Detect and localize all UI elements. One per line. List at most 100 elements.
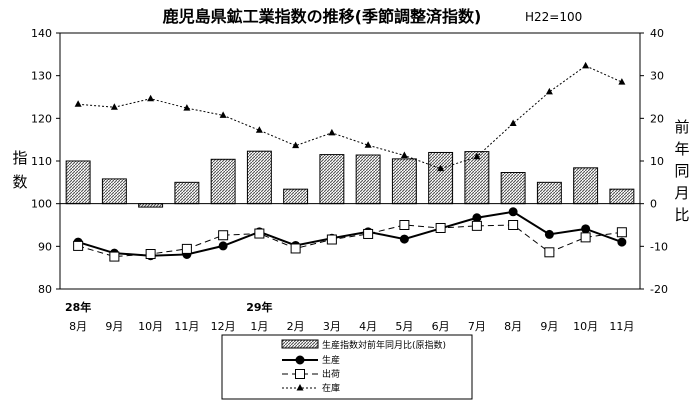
x-tick-label: 5月 bbox=[395, 320, 413, 333]
data-point bbox=[616, 227, 627, 238]
x-tick-label: 11月 bbox=[609, 320, 634, 333]
legend-label: 生産指数対前年同月比(原指数) bbox=[322, 339, 446, 351]
bar bbox=[101, 178, 127, 205]
data-point bbox=[328, 128, 336, 136]
data-point bbox=[473, 152, 481, 160]
data-point bbox=[296, 384, 304, 391]
bar bbox=[573, 167, 599, 205]
y-tick-label-right: 20 bbox=[650, 112, 664, 125]
y-axis-left-title-char-2: 数 bbox=[12, 173, 27, 191]
data-point bbox=[183, 104, 191, 111]
data-point bbox=[295, 369, 305, 379]
x-tick-label: 9月 bbox=[105, 320, 123, 333]
legend-swatch bbox=[281, 339, 319, 349]
y-tick-label-right: 40 bbox=[650, 27, 664, 40]
data-point bbox=[435, 222, 446, 233]
data-point bbox=[544, 247, 555, 258]
chart-subtitle: H22=100 bbox=[525, 10, 582, 24]
y-axis-right: -20 -10 0 10 20 30 40 bbox=[640, 27, 668, 296]
bar bbox=[500, 172, 526, 205]
bar bbox=[246, 150, 272, 205]
data-point bbox=[218, 241, 228, 251]
y-axis-left-title-char-1: 指 bbox=[12, 149, 27, 167]
bar bbox=[536, 181, 562, 205]
y-tick-label-right: 30 bbox=[650, 70, 664, 83]
y-tick-label-left: 120 bbox=[31, 112, 52, 125]
x-axis: 8月 9月 10月 11月 12月 1月 2月 3月 4月 5月 6月 7月 8月 9月 10月 11月 28年… bbox=[65, 300, 634, 333]
x-tick-label: 11月 bbox=[174, 320, 199, 333]
data-point bbox=[580, 232, 591, 243]
bar bbox=[355, 154, 381, 205]
data-point bbox=[508, 207, 518, 217]
y-axis-right-title-char: 月 bbox=[674, 184, 689, 202]
x-tick-label: 10月 bbox=[138, 320, 163, 333]
legend-label: 在庫 bbox=[322, 382, 340, 394]
y-tick-label-left: 90 bbox=[38, 240, 52, 253]
bar bbox=[138, 203, 164, 208]
data-point bbox=[582, 61, 590, 69]
y-tick-label-left: 80 bbox=[38, 283, 52, 296]
data-point bbox=[326, 234, 337, 245]
y-axis-right-title-char: 年 bbox=[674, 140, 689, 158]
y-axis-right-title-char: 前 bbox=[674, 118, 689, 136]
line-series bbox=[73, 61, 627, 262]
data-point bbox=[509, 119, 517, 126]
data-point bbox=[437, 164, 445, 172]
data-point bbox=[181, 243, 192, 254]
bar bbox=[391, 158, 417, 205]
y-tick-label-left: 100 bbox=[31, 198, 52, 211]
data-point bbox=[145, 249, 156, 260]
chart-title: 鹿児島県鉱工業指数の推移(季節調整済指数) bbox=[163, 7, 482, 26]
data-point bbox=[110, 103, 118, 110]
y-tick-label-left: 140 bbox=[31, 27, 52, 40]
data-point bbox=[400, 151, 408, 158]
data-point bbox=[255, 126, 263, 133]
data-point bbox=[399, 220, 410, 230]
x-tick-label: 2月 bbox=[287, 320, 305, 333]
bar-series bbox=[65, 150, 635, 208]
data-point bbox=[290, 243, 301, 254]
y-axis-right-title-char: 同 bbox=[674, 162, 689, 180]
y-tick-label-left: 110 bbox=[31, 155, 52, 168]
x-tick-label: 9月 bbox=[540, 320, 558, 333]
x-tick-label: 6月 bbox=[432, 320, 450, 333]
x-tick-label: 3月 bbox=[323, 320, 341, 333]
series-line bbox=[78, 65, 623, 170]
data-point bbox=[471, 220, 482, 231]
x-tick-label: 10月 bbox=[573, 320, 598, 333]
x-year-label: 29年 bbox=[246, 300, 272, 314]
series-line bbox=[77, 224, 622, 258]
data-point bbox=[545, 87, 553, 95]
y-axis-right-title-char: 比 bbox=[674, 206, 689, 224]
data-point bbox=[364, 141, 372, 148]
legend-label: 生産 bbox=[322, 354, 340, 366]
data-point bbox=[581, 224, 591, 234]
data-point bbox=[254, 228, 265, 239]
data-point bbox=[74, 100, 82, 107]
data-point bbox=[363, 228, 374, 239]
bar bbox=[210, 158, 236, 205]
x-tick-label: 1月 bbox=[250, 320, 268, 333]
x-tick-label: 12月 bbox=[211, 320, 236, 333]
y-axis-right-title: 前年同月比 bbox=[674, 118, 689, 224]
data-point bbox=[73, 240, 84, 251]
data-point bbox=[219, 111, 227, 118]
data-point bbox=[109, 251, 120, 262]
bar bbox=[609, 188, 635, 205]
x-tick-label: 8月 bbox=[69, 320, 87, 333]
data-point bbox=[292, 141, 300, 149]
y-tick-label-left: 130 bbox=[31, 70, 52, 83]
data-point bbox=[218, 230, 229, 241]
y-axis-left: 80 90 100 110 120 130 140 bbox=[31, 27, 60, 296]
x-tick-label: 7月 bbox=[468, 320, 486, 333]
data-point bbox=[295, 355, 305, 365]
data-point bbox=[618, 78, 626, 85]
data-point bbox=[147, 94, 155, 102]
x-year-label: 28年 bbox=[65, 300, 91, 314]
bar bbox=[65, 160, 91, 205]
bar bbox=[319, 154, 345, 205]
x-tick-label: 4月 bbox=[359, 320, 377, 333]
